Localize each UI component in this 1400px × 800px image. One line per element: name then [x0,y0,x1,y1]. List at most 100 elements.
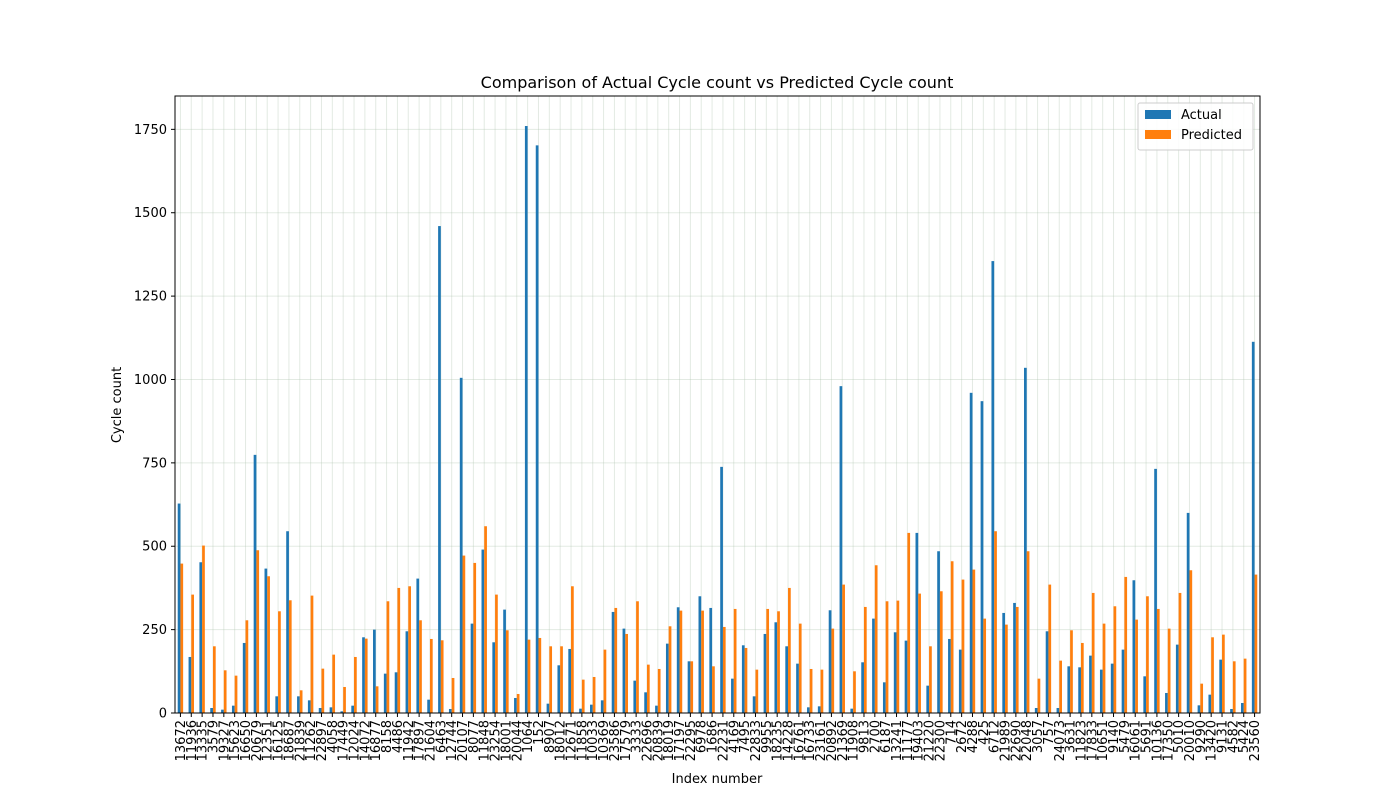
y-tick-label: 500 [142,540,167,555]
bar-actual-1064 [524,126,528,713]
bar-actual-19327 [221,709,224,713]
bar-actual-11942 [405,631,409,713]
bar-predicted-8907 [549,646,553,713]
bar-predicted-4582 [1232,661,1236,713]
x-tick-label: 10651 [1096,720,1111,761]
bar-actual-16061 [1132,580,1136,713]
bar-predicted-12744 [451,677,455,713]
bar-predicted-16650 [245,620,249,713]
x-tick-label: 10136 [1150,720,1165,761]
bar-actual-2700 [872,618,875,713]
x-tick-label: 21220 [923,720,938,761]
x-tick-label: 19403 [912,720,927,761]
x-tick-label: 1064 [521,720,536,753]
x-tick-label: 13335 [196,720,211,761]
bar-predicted-16125 [278,611,281,713]
x-tick-label: 3333 [630,720,645,753]
legend-swatch-predicted [1145,130,1171,139]
bar-actual-9813 [861,662,864,713]
bar-actual-12671 [568,648,572,713]
x-tick-label: 12024 [348,720,363,761]
x-tick-label: 17350 [1161,720,1176,761]
bar-actual-12024 [351,705,355,713]
bar-actual-23560 [1251,341,1255,713]
x-tick-label: 5691 [1140,720,1155,753]
bar-actual-714 [948,638,951,713]
x-tick-label: 11848 [478,720,493,761]
bar-predicted-14228 [788,587,791,713]
y-tick-label: 750 [142,456,167,471]
bar-predicted-17350 [1167,628,1171,713]
bar-actual-425 [980,401,984,713]
bar-predicted-17833 [1091,592,1095,713]
x-tick-label: 20679 [250,720,265,761]
bar-actual-16877 [373,629,376,713]
x-tick-label: 18001 [499,720,514,761]
x-tick-label: 6978 [695,720,710,753]
bars-layer [177,126,1258,714]
bar-predicted-17579 [625,633,628,713]
bar-predicted-21839 [299,690,303,713]
x-tick-label: 18235 [771,720,786,761]
bar-actual-13672 [177,503,181,713]
bar-actual-13420 [1208,694,1212,713]
bar-actual-10369 [600,700,604,713]
bar-actual-6712 [991,261,995,713]
bar-actual-22833 [752,696,756,713]
x-tick-label: 17833 [1085,720,1100,761]
bar-predicted-12671 [571,586,574,713]
bar-actual-13241 [893,632,897,713]
x-tick-label: 714 [944,720,959,745]
bar-predicted-152 [538,637,542,713]
bar-actual-23254 [492,642,496,713]
bar-actual-14228 [785,646,789,713]
x-tick-label: 1686 [706,720,721,753]
bar-predicted-10651 [1102,623,1106,713]
x-axis-label: Index number [672,772,763,787]
x-tick-label: 425 [977,720,992,745]
bar-actual-757 [1045,631,1049,713]
bar-actual-10651 [1099,669,1103,713]
x-tick-label: 8907 [543,720,558,753]
bar-predicted-21220 [929,646,932,713]
bar-actual-23586 [611,611,615,713]
x-tick-label: 13420 [1205,720,1220,761]
x-tick-label: 12744 [445,720,460,761]
x-tick-label: 22897 [315,720,330,761]
x-tick-label: 17197 [673,720,688,761]
bar-predicted-23586 [614,607,618,713]
bar-predicted-9813 [863,606,867,713]
bar-predicted-22833 [755,669,759,713]
bar-actual-18687 [286,531,289,713]
bar-actual-9140 [1110,663,1114,713]
x-tick-label: 9131 [1216,720,1231,753]
bar-predicted-18001 [505,630,509,713]
bar-actual-17350 [1165,692,1168,713]
x-tick-label: 16761 [792,720,807,761]
bar-actual-6187 [882,682,886,713]
bar-predicted-5479 [1124,576,1128,713]
y-tick-label: 250 [142,623,167,638]
bar-actual-17833 [1089,655,1092,713]
bar-predicted-12024 [354,656,357,713]
x-tick-label: 5479 [1118,720,1133,753]
bar-predicted-8158 [386,601,390,713]
bar-predicted-5010 [1178,592,1182,713]
bar-predicted-21369 [842,584,845,713]
x-tick-label: 9955 [760,720,775,753]
plot-frame [174,95,1261,714]
x-tick-label: 13241 [890,720,905,761]
x-tick-label: 19327 [217,720,232,761]
x-tick-label: 22696 [640,720,655,761]
bar-actual-10136 [1154,468,1157,713]
x-tick-label: 16125 [272,720,287,761]
bar-actual-3057 [1034,707,1038,713]
bar-predicted-9290 [1200,683,1204,713]
x-tick-label: 13672 [174,720,189,761]
bar-predicted-6463 [440,640,444,713]
y-tick-label: 1000 [134,373,167,388]
bar-predicted-16733 [809,668,813,713]
bar-predicted-16877 [375,686,379,713]
bar-actual-9955 [763,633,767,713]
x-tick-label: 18019 [662,720,677,761]
